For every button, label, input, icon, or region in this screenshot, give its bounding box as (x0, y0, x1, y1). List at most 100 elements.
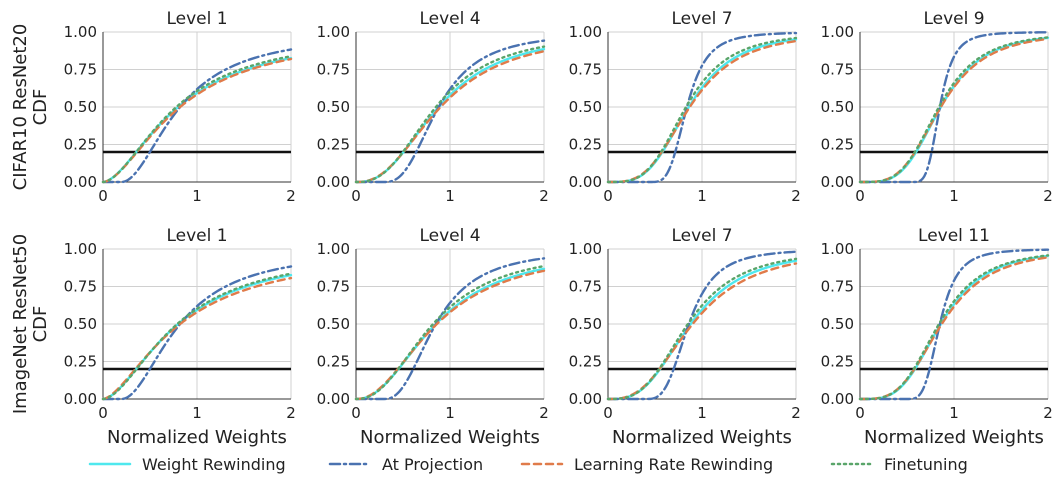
y-tick-label: 0.50 (821, 98, 854, 116)
series-line-finetuning (606, 36, 798, 184)
panel-0-0: 0.00 0.25 0.50 0.75 1.00 0 1 2 Level 1 (64, 9, 296, 205)
y-tick-label: 0.25 (569, 353, 602, 371)
x-axis-label: Normalized Weights (360, 427, 540, 448)
series-line-at_projection (354, 257, 546, 401)
x-tick-label: 0 (855, 187, 865, 205)
x-tick-label: 1 (697, 404, 707, 422)
series-line-finetuning (101, 55, 293, 184)
legend: Weight Rewinding At Projection Learning Ra… (88, 455, 968, 474)
x-tick-label: 0 (98, 187, 108, 205)
panel-1-3: 0.00 0.25 0.50 0.75 1.00 0 1 2 Level 11 Normalize… (821, 226, 1053, 448)
y-tick-label: 0.75 (569, 278, 602, 296)
y-tick-label: 1.00 (64, 23, 97, 41)
legend-label: Finetuning (884, 455, 968, 474)
panel-0-2: 0.00 0.25 0.50 0.75 1.00 0 1 2 Level 7 (569, 9, 801, 205)
panel-title: Level 7 (671, 226, 732, 246)
panel-title: Level 4 (419, 9, 480, 29)
panel-0-3: 0.00 0.25 0.50 0.75 1.00 0 1 2 Level 9 (821, 9, 1053, 205)
y-tick-label: 0.50 (569, 315, 602, 333)
panel-title: Level 7 (671, 9, 732, 29)
series-line-learning_rate_rewinding (606, 262, 798, 401)
y-tick-label: 0.25 (317, 353, 350, 371)
x-tick-label: 1 (445, 404, 455, 422)
x-tick-label: 0 (351, 404, 361, 422)
x-tick-label: 2 (791, 187, 801, 205)
series-line-at_projection (858, 248, 1050, 401)
series-line-weight_rewinding (354, 47, 546, 184)
series-line-finetuning (858, 254, 1050, 401)
y-tick-label: 0.75 (821, 278, 854, 296)
x-tick-label: 1 (697, 187, 707, 205)
series-line-at_projection (354, 39, 546, 184)
series-line-learning_rate_rewinding (354, 50, 546, 184)
x-tick-label: 0 (603, 404, 613, 422)
x-tick-label: 0 (98, 404, 108, 422)
x-tick-label: 1 (192, 404, 202, 422)
x-tick-label: 0 (351, 187, 361, 205)
panel-title: Level 1 (166, 226, 227, 246)
row-ylabel-group: ImageNet ResNet50 CDF (10, 234, 51, 414)
x-tick-label: 2 (1043, 187, 1053, 205)
y-tick-label: 0.75 (569, 61, 602, 79)
panel-1-0: 0.00 0.25 0.50 0.75 1.00 0 1 2 Level 1 Normalized… (64, 226, 296, 448)
panel-1-1: 0.00 0.25 0.50 0.75 1.00 0 1 2 Level 4 Normalized… (317, 226, 549, 448)
x-axis-label: Normalized Weights (612, 427, 792, 448)
y-tick-label: 0.75 (821, 61, 854, 79)
y-tick-label: 0.00 (317, 390, 350, 408)
panel-1-2: 0.00 0.25 0.50 0.75 1.00 0 1 2 Level 7 Normalized… (569, 226, 801, 448)
x-tick-label: 0 (603, 187, 613, 205)
y-tick-label: 0.50 (317, 98, 350, 116)
y-tick-label: 1.00 (821, 240, 854, 258)
series-line-at_projection (858, 31, 1050, 184)
y-tick-label: 0.50 (569, 98, 602, 116)
legend-label: Learning Rate Rewinding (574, 455, 773, 474)
y-tick-label: 0.25 (821, 136, 854, 154)
x-tick-label: 2 (1043, 404, 1053, 422)
y-tick-label: 0.75 (317, 278, 350, 296)
y-tick-label: 0.00 (821, 173, 854, 191)
x-tick-label: 2 (791, 404, 801, 422)
panel-title: Level 9 (923, 9, 984, 29)
x-tick-label: 0 (855, 404, 865, 422)
y-tick-label: 0.75 (64, 278, 97, 296)
series-line-finetuning (354, 45, 546, 184)
x-tick-label: 1 (192, 187, 202, 205)
y-tick-label: 0.25 (569, 136, 602, 154)
series-line-learning_rate_rewinding (606, 39, 798, 184)
x-tick-label: 1 (949, 404, 959, 422)
row-ylabel: ImageNet ResNet50 (10, 234, 31, 414)
x-axis-label: Normalized Weights (107, 427, 287, 448)
series-line-finetuning (354, 264, 546, 401)
y-tick-label: 0.25 (821, 353, 854, 371)
y-tick-label: 0.25 (64, 353, 97, 371)
series-line-finetuning (858, 36, 1050, 184)
y-tick-label: 1.00 (569, 23, 602, 41)
panel-0-1: 0.00 0.25 0.50 0.75 1.00 0 1 2 Level 4 (317, 9, 549, 205)
x-tick-label: 1 (949, 187, 959, 205)
y-tick-label: 1.00 (317, 23, 350, 41)
y-tick-label: 0.00 (569, 173, 602, 191)
series-line-finetuning (101, 272, 293, 401)
x-tick-label: 2 (539, 187, 549, 205)
y-tick-label: 1.00 (64, 240, 97, 258)
y-tick-label: 0.00 (569, 390, 602, 408)
x-tick-label: 2 (286, 404, 296, 422)
y-tick-label: 0.25 (64, 136, 97, 154)
row-ylabel-cdf: CDF (30, 89, 51, 126)
panel-title: Level 1 (166, 9, 227, 29)
x-tick-label: 1 (445, 187, 455, 205)
series-line-at_projection (606, 31, 798, 184)
y-tick-label: 1.00 (821, 23, 854, 41)
panel-title: Level 11 (918, 226, 990, 246)
row-ylabel-cdf: CDF (30, 306, 51, 343)
y-tick-label: 0.25 (317, 136, 350, 154)
series-line-finetuning (606, 257, 798, 401)
y-tick-label: 0.50 (64, 98, 97, 116)
series-line-at_projection (101, 48, 293, 184)
y-tick-label: 0.00 (821, 390, 854, 408)
legend-label: At Projection (382, 455, 483, 474)
y-tick-label: 0.75 (64, 61, 97, 79)
row-ylabel: CIFAR10 ResNet20 (10, 24, 31, 191)
row-ylabel-group: CIFAR10 ResNet20 CDF (10, 24, 51, 191)
